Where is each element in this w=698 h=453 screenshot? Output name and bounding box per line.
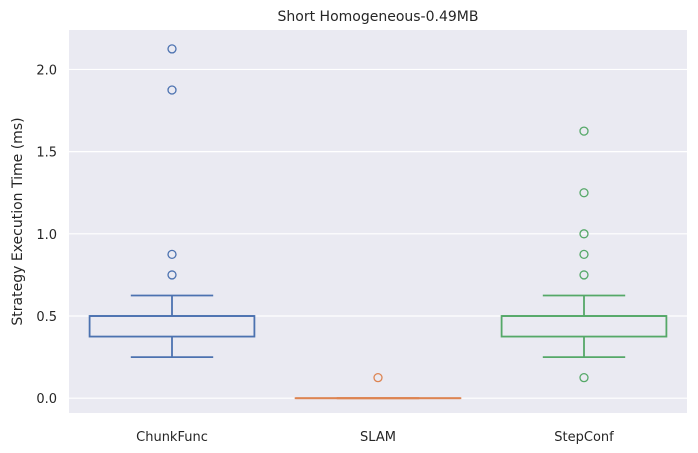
outlier-point <box>167 249 177 260</box>
y-tick-label: 1.0 <box>36 228 57 243</box>
outlier-point <box>167 270 177 280</box>
x-tick-label: ChunkFunc <box>136 430 208 445</box>
y-tick-labels: 0.0 0.5 1.0 1.5 2.0 <box>36 63 57 407</box>
outlier-point <box>579 373 589 383</box>
y-tick-label: 2.0 <box>36 63 57 78</box>
outlier-point <box>167 85 177 95</box>
y-tick-label: 0.0 <box>36 392 57 407</box>
outlier-point <box>579 270 589 280</box>
x-tick-labels: ChunkFunc SLAM StepConf <box>136 430 614 445</box>
outlier-point <box>167 44 177 54</box>
outlier-point <box>579 188 589 198</box>
outlier-point <box>579 126 589 136</box>
chart-title: Short Homogeneous-0.49MB <box>278 9 479 25</box>
x-tick-label: StepConf <box>554 430 614 445</box>
box-group-slam <box>294 373 462 400</box>
y-tick-label: 0.5 <box>36 310 57 325</box>
plot-area <box>69 30 687 413</box>
y-tick-label: 1.5 <box>36 146 57 161</box>
box-group-stepconf <box>500 126 668 383</box>
y-axis-label: Strategy Execution Time (ms) <box>10 117 26 325</box>
x-tick-label: SLAM <box>360 430 396 445</box>
box-group-chunkfunc <box>88 44 256 359</box>
boxes <box>88 44 668 400</box>
outlier-point <box>373 373 383 383</box>
outlier-point <box>579 249 589 260</box>
outlier-point <box>579 229 589 239</box>
